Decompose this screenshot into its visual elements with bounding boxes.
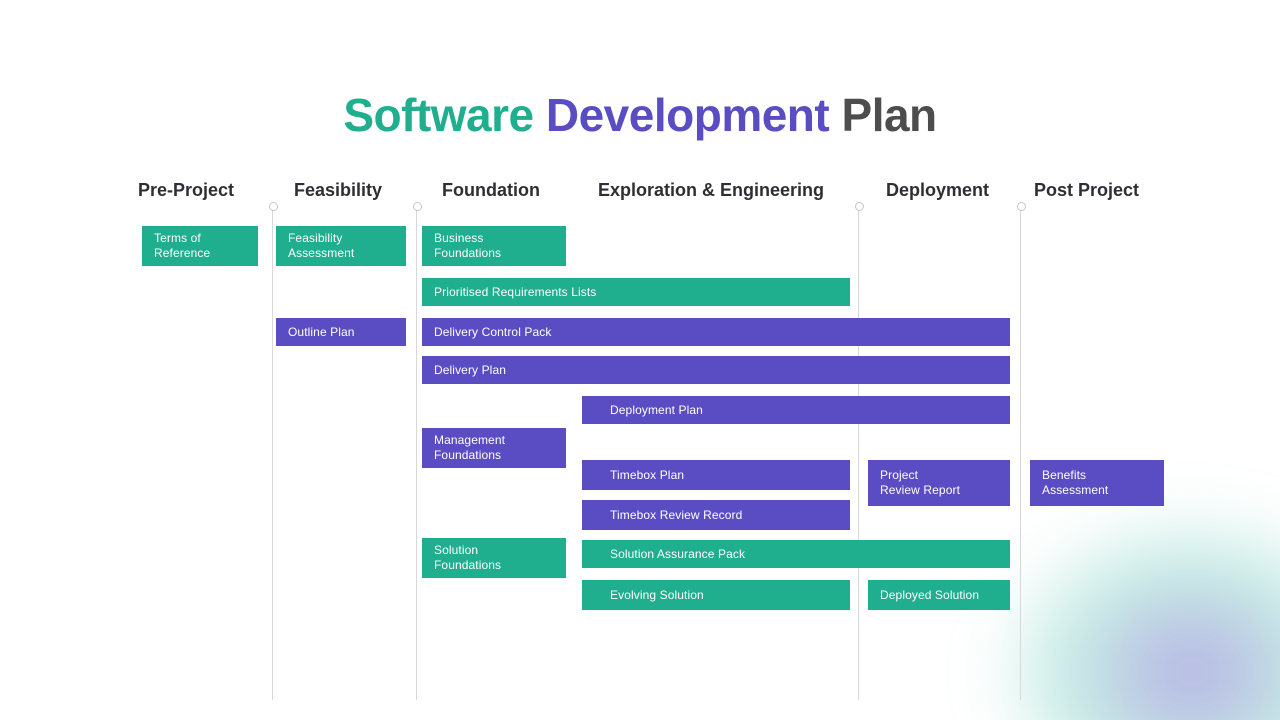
page-title: Software Development Plan — [0, 88, 1280, 142]
bar-deployment-plan: Deployment Plan — [582, 396, 1010, 424]
column-header-preproject: Pre-Project — [138, 180, 234, 201]
column-separator — [858, 206, 859, 700]
bar-deployed-solution: Deployed Solution — [868, 580, 1010, 610]
bar-timebox-review-record: Timebox Review Record — [582, 500, 850, 530]
column-header-feasibility: Feasibility — [294, 180, 382, 201]
column-header-postproject: Post Project — [1034, 180, 1139, 201]
bar-solution-foundations: Solution Foundations — [422, 538, 566, 578]
column-separator — [272, 206, 273, 700]
bar-terms-of-reference: Terms of Reference — [142, 226, 258, 266]
column-header-exploration: Exploration & Engineering — [598, 180, 824, 201]
bar-feasibility-assessment: Feasibility Assessment — [276, 226, 406, 266]
bar-project-review-report: Project Review Report — [868, 460, 1010, 506]
column-header-foundation: Foundation — [442, 180, 540, 201]
bar-business-foundations: Business Foundations — [422, 226, 566, 266]
plan-chart: Pre-Project Feasibility Foundation Explorat… — [132, 180, 1172, 700]
bar-prioritised-req-lists: Prioritised Requirements Lists — [422, 278, 850, 306]
bar-delivery-control-pack: Delivery Control Pack — [422, 318, 1010, 346]
bar-benefits-assessment: Benefits Assessment — [1030, 460, 1164, 506]
bar-outline-plan: Outline Plan — [276, 318, 406, 346]
title-word-2: Development — [546, 89, 829, 141]
title-word-1: Software — [343, 89, 533, 141]
bar-delivery-plan: Delivery Plan — [422, 356, 1010, 384]
column-separator — [416, 206, 417, 700]
column-header-deployment: Deployment — [886, 180, 989, 201]
bar-evolving-solution: Evolving Solution — [582, 580, 850, 610]
title-word-3: Plan — [842, 89, 937, 141]
bar-timebox-plan: Timebox Plan — [582, 460, 850, 490]
column-separator — [1020, 206, 1021, 700]
bar-solution-assurance-pack: Solution Assurance Pack — [582, 540, 1010, 568]
bar-management-foundations: Management Foundations — [422, 428, 566, 468]
